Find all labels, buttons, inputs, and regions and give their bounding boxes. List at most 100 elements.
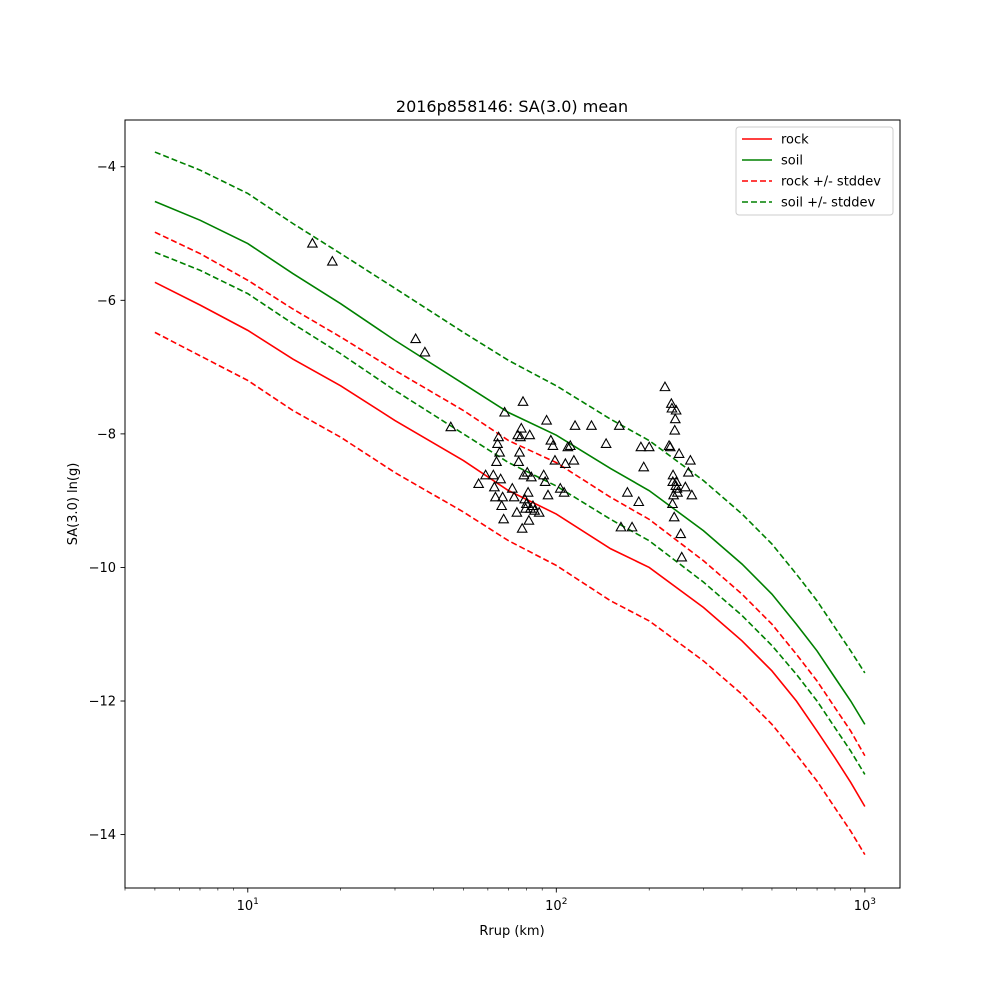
- observation-point-77: [669, 413, 681, 424]
- observation-point-61: [621, 486, 634, 497]
- observation-point-46: [542, 489, 554, 500]
- y-tick-label-1: −4: [97, 160, 116, 175]
- observation-point-45: [540, 414, 553, 425]
- series-line-4: [154, 331, 866, 856]
- observation-point-63: [633, 495, 645, 507]
- observation-point-8: [487, 469, 500, 480]
- observation-point-19: [498, 406, 511, 417]
- observation-point-83: [675, 527, 687, 539]
- observation-point-34: [522, 486, 534, 497]
- observation-point-26: [514, 431, 527, 442]
- observation-point-6: [472, 477, 485, 489]
- observation-point-25: [513, 446, 526, 457]
- observation-point-87: [684, 454, 697, 465]
- observation-point-12: [491, 437, 504, 448]
- chart-title: 2016p858146: SA(3.0) mean: [396, 97, 628, 116]
- y-tick-label-6: −14: [89, 828, 116, 843]
- observation-point-42: [533, 506, 545, 517]
- observation-point-50: [554, 482, 566, 493]
- observation-point-70: [665, 397, 678, 408]
- axes-background: [125, 120, 900, 888]
- legend-label-1: rock: [781, 133, 809, 148]
- x-axis: 101 102 103: [124, 888, 876, 914]
- observation-point-59: [613, 419, 625, 430]
- observation-point-9: [488, 481, 501, 492]
- observation-point-62: [626, 521, 638, 532]
- observation-point-60: [615, 521, 627, 532]
- y-tick-label-5: −12: [89, 695, 116, 710]
- observation-point-10: [489, 491, 502, 502]
- legend-box: [735, 126, 894, 216]
- observation-point-72: [666, 497, 679, 509]
- observation-point-81: [671, 486, 684, 497]
- observation-point-41: [516, 522, 528, 533]
- observation-point-33: [521, 466, 533, 477]
- observation-point-86: [682, 466, 695, 477]
- observation-point-56: [569, 419, 581, 430]
- observation-point-4: [419, 346, 431, 357]
- observation-point-16: [495, 499, 508, 511]
- observation-point-36: [524, 429, 536, 440]
- observation-point-3: [409, 332, 422, 344]
- observation-point-17: [496, 491, 509, 502]
- observation-point-15: [494, 473, 507, 484]
- x-tick-label-3: 103: [854, 897, 876, 914]
- observation-point-90: [667, 475, 679, 487]
- observation-point-18: [497, 513, 510, 524]
- observation-point-1: [306, 237, 319, 248]
- observation-point-23: [512, 429, 524, 440]
- observation-point-35: [523, 514, 535, 525]
- observation-point-58: [600, 437, 612, 448]
- observation-point-11: [490, 455, 503, 466]
- observation-point-49: [549, 454, 561, 465]
- observation-point-38: [525, 471, 538, 482]
- observation-point-32: [520, 497, 533, 509]
- legend-label-2: soil: [781, 154, 803, 169]
- observation-point-65: [638, 461, 650, 472]
- series-line-1: [154, 281, 866, 807]
- series-line-6: [154, 251, 866, 775]
- legend-label-4: soil +/- stddev: [781, 196, 876, 211]
- observation-point-52: [559, 457, 572, 468]
- observation-point-24: [512, 455, 525, 466]
- y-axis-label: SA(3.0) ln(g): [66, 463, 81, 546]
- observation-point-89: [670, 404, 682, 415]
- observation-point-14: [493, 446, 506, 457]
- legend-entries: rock soil rock +/- stddev soil +/- stddev: [742, 133, 881, 211]
- curve-layer: [154, 151, 866, 856]
- observation-point-67: [659, 381, 671, 392]
- observation-point-54: [564, 439, 576, 450]
- observation-point-40: [528, 504, 541, 515]
- observation-point-21: [508, 491, 520, 502]
- observation-layer: [306, 237, 698, 562]
- series-line-3: [154, 231, 866, 757]
- observation-point-29: [518, 469, 530, 480]
- y-tick-label-2: −6: [97, 294, 116, 309]
- axes-frame: [124, 119, 901, 889]
- legend: rock soil rock +/- stddev soil +/- stddev: [735, 126, 894, 216]
- observation-point-27: [515, 422, 527, 433]
- observation-point-48: [547, 439, 559, 450]
- x-tick-label-2: 102: [545, 897, 567, 914]
- x-tick-label-1: 101: [237, 897, 259, 914]
- observation-point-74: [667, 489, 680, 500]
- observation-point-84: [676, 551, 688, 562]
- observation-point-76: [669, 424, 681, 435]
- plot-area: [124, 119, 901, 889]
- observation-point-53: [562, 441, 574, 452]
- observation-point-69: [664, 441, 676, 452]
- series-line-5: [154, 151, 866, 674]
- series-line-2: [154, 200, 866, 725]
- observation-point-22: [511, 506, 523, 517]
- legend-label-3: rock +/- stddev: [781, 175, 881, 190]
- observation-point-20: [506, 482, 518, 493]
- y-tick-label-4: −10: [89, 561, 116, 576]
- observation-point-51: [558, 486, 570, 497]
- observation-point-5: [445, 421, 457, 432]
- observation-point-75: [668, 511, 680, 522]
- observation-point-82: [673, 447, 685, 458]
- y-axis: −4 −6 −8 −10 −12 −14: [89, 160, 125, 843]
- observation-point-13: [492, 431, 505, 442]
- observation-point-28: [517, 395, 529, 406]
